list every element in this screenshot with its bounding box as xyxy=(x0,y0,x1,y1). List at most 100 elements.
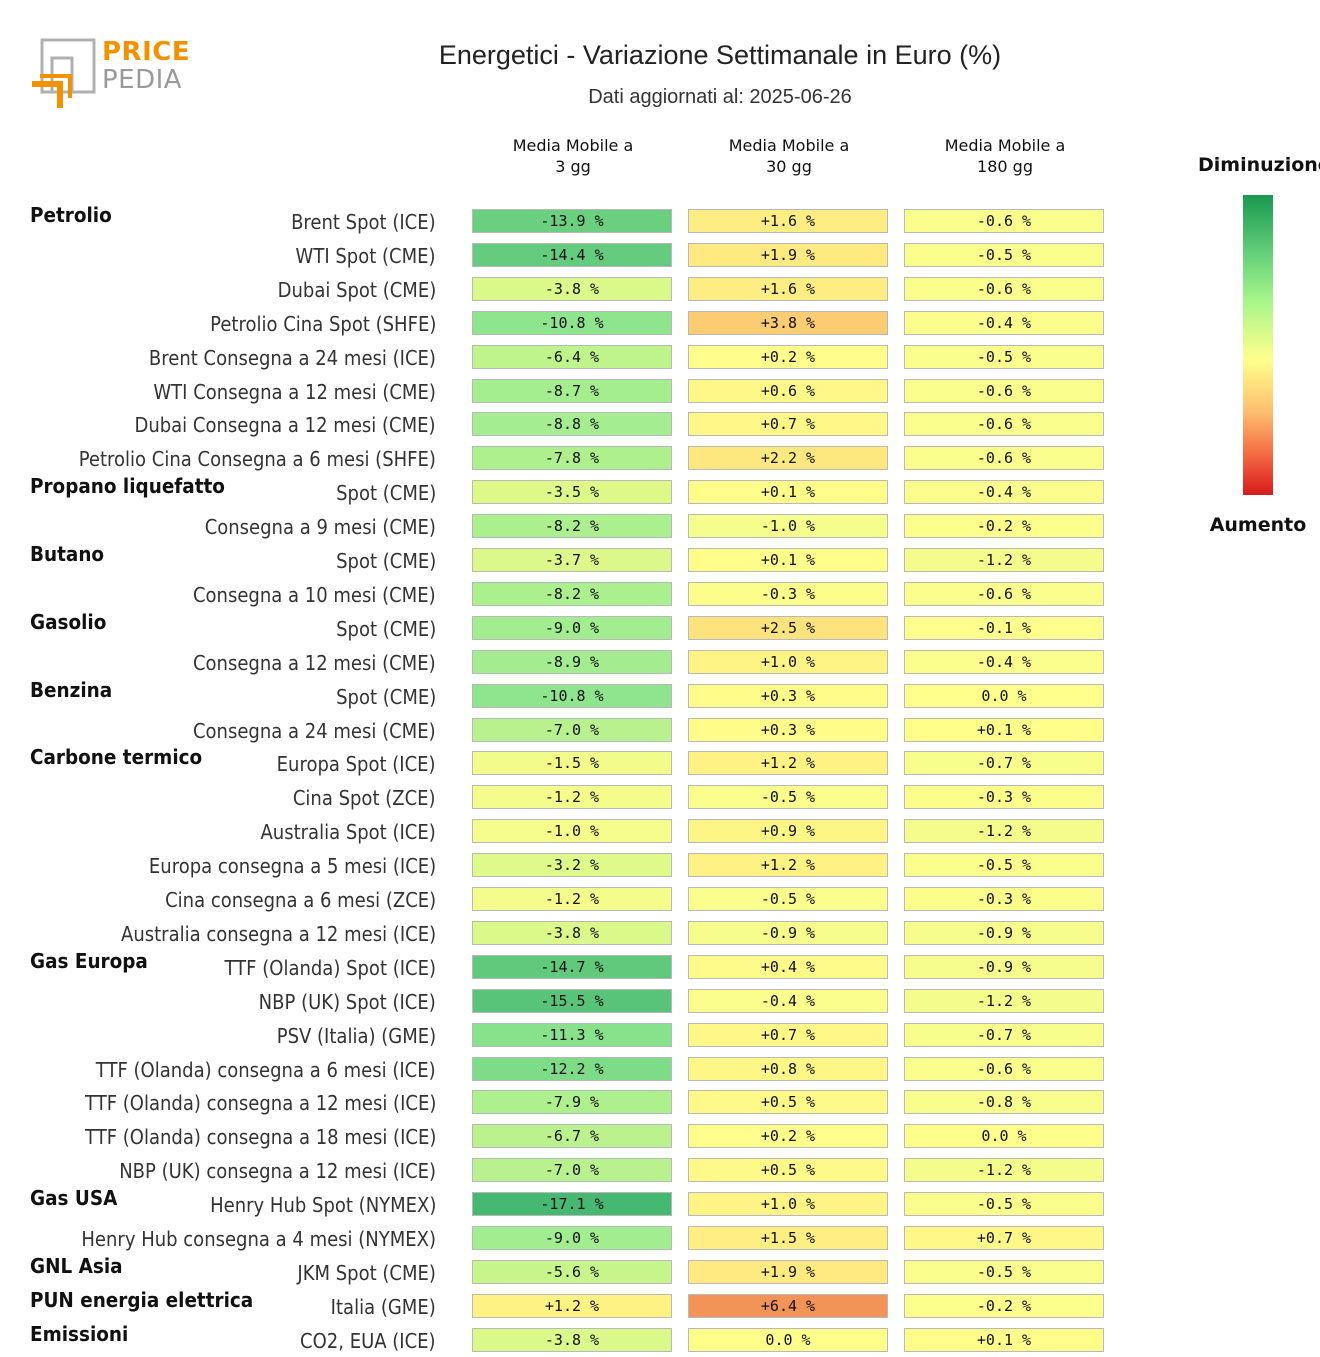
heatmap-cell: -0.4 % xyxy=(904,310,1104,335)
heatmap-cell: -3.8 % xyxy=(472,920,672,945)
heatmap-cell: 0.0 % xyxy=(904,1124,1104,1149)
group-label: Butano xyxy=(30,542,105,566)
group-label: Emissioni xyxy=(30,1321,129,1346)
heatmap-cell: -0.9 % xyxy=(904,954,1104,979)
heatmap-cell: +0.7 % xyxy=(688,412,888,437)
row-label: Cina consegna a 6 mesi (ZCE) xyxy=(164,888,436,912)
heatmap-cell: +1.2 % xyxy=(472,1293,672,1318)
heatmap-cell: +0.1 % xyxy=(904,717,1104,742)
heatmap-cell: -0.6 % xyxy=(904,446,1104,471)
heatmap-cell: -0.6 % xyxy=(904,1056,1104,1081)
row-label: NBP (UK) Spot (ICE) xyxy=(258,989,436,1014)
row-label: Spot (CME) xyxy=(335,684,436,709)
group-label: Petrolio xyxy=(30,203,112,227)
heatmap-cell: +0.1 % xyxy=(904,1327,1104,1352)
heatmap-cell: +1.6 % xyxy=(688,276,888,301)
heatmap-cell: -8.8 % xyxy=(472,412,672,437)
group-label: GNL Asia xyxy=(30,1253,123,1278)
heatmap-cell: +0.8 % xyxy=(688,1056,888,1081)
heatmap-cell: -6.4 % xyxy=(472,344,672,369)
heatmap-cell: -0.7 % xyxy=(904,751,1104,776)
heatmap-cell: -1.2 % xyxy=(904,819,1104,844)
heatmap-cell: -1.0 % xyxy=(688,514,888,539)
heatmap-cell: -10.8 % xyxy=(472,310,672,335)
row-label: Spot (CME) xyxy=(335,616,436,641)
heatmap-cell: -11.3 % xyxy=(472,1022,672,1047)
heatmap-cell: -8.7 % xyxy=(472,378,672,403)
heatmap-cell: -0.2 % xyxy=(904,514,1104,539)
heatmap-cell: +1.0 % xyxy=(688,649,888,674)
heatmap-cell: -7.0 % xyxy=(472,717,672,742)
logo-text-pedia: PEDIA xyxy=(102,65,183,95)
chart-title: Energetici - Variazione Settimanale in E… xyxy=(438,40,1002,70)
heatmap-cell: +0.3 % xyxy=(688,683,888,708)
heatmap-cell: +0.5 % xyxy=(688,1158,888,1183)
row-label: Brent Spot (ICE) xyxy=(291,210,436,234)
logo-mark-icon xyxy=(32,38,96,108)
heatmap-cell: +1.2 % xyxy=(688,853,888,878)
heatmap-cell: -0.3 % xyxy=(904,785,1104,810)
heatmap-cell: -0.5 % xyxy=(688,887,888,911)
column-header-3gg: Media Mobile a 3 gg xyxy=(512,136,634,176)
heatmap-cell: +1.0 % xyxy=(688,1192,888,1217)
heatmap-cell: -9.0 % xyxy=(472,1226,672,1250)
row-label: JKM Spot (CME) xyxy=(297,1260,436,1285)
chart-subtitle: Dati aggiornati al: 2025-06-26 xyxy=(588,86,852,108)
row-label: PSV (Italia) (GME) xyxy=(276,1023,436,1048)
heatmap-cell: -3.7 % xyxy=(472,548,672,572)
heatmap-cell: +3.8 % xyxy=(688,310,888,335)
row-label: Henry Hub Spot (NYMEX) xyxy=(209,1193,436,1218)
row-label: TTF (Olanda) Spot (ICE) xyxy=(224,955,436,980)
row-label: Europa Spot (ICE) xyxy=(277,752,436,777)
heatmap-cell: -1.2 % xyxy=(904,1158,1104,1183)
heatmap-cell: -3.5 % xyxy=(472,480,672,505)
row-label: Consegna a 9 mesi (CME) xyxy=(204,515,436,540)
heatmap-cell: 0.0 % xyxy=(904,683,1104,708)
heatmap-cell: -0.9 % xyxy=(904,920,1104,945)
row-label: Consegna a 12 mesi (CME) xyxy=(193,650,436,675)
group-label: Gas USA xyxy=(30,1186,118,1211)
heatmap-cell: -1.2 % xyxy=(472,785,672,810)
heatmap-cell: -1.0 % xyxy=(472,819,672,844)
column-header-180gg: Media Mobile a 180 gg xyxy=(944,136,1066,176)
heatmap-cell: -14.4 % xyxy=(472,242,672,267)
heatmap-cell: -17.1 % xyxy=(472,1192,672,1217)
row-label: TTF (Olanda) consegna a 18 mesi (ICE) xyxy=(84,1125,436,1150)
heatmap-cell: +1.5 % xyxy=(688,1226,888,1250)
group-label: PUN energia elettrica xyxy=(30,1287,254,1312)
heatmap-cell: -13.9 % xyxy=(472,209,672,233)
row-label: Italia (GME) xyxy=(330,1294,436,1319)
heatmap-cell: +0.6 % xyxy=(688,378,888,403)
pricepedia-logo: PRICE PEDIA xyxy=(30,38,190,110)
heatmap-cell: -14.7 % xyxy=(472,954,672,979)
heatmap-cell: -0.6 % xyxy=(904,276,1104,301)
heatmap-cell: -9.0 % xyxy=(472,615,672,640)
heatmap-cell: -6.7 % xyxy=(472,1124,672,1149)
heatmap-cell: +1.9 % xyxy=(688,242,888,267)
row-label: CO2, EUA (ICE) xyxy=(300,1328,436,1353)
heatmap-cell: 0.0 % xyxy=(688,1327,888,1352)
heatmap-cell: -0.1 % xyxy=(904,615,1104,640)
heatmap-cell: +1.9 % xyxy=(688,1259,888,1284)
row-label: Dubai Spot (CME) xyxy=(277,277,436,302)
heatmap-cell: -1.2 % xyxy=(472,887,672,911)
row-label: Consegna a 24 mesi (CME) xyxy=(193,718,436,743)
heatmap-cell: -0.7 % xyxy=(904,1022,1104,1047)
legend-label-increase: Aumento xyxy=(1209,514,1307,536)
heatmap-cell: +0.7 % xyxy=(904,1226,1104,1250)
row-label: Cina Spot (ZCE) xyxy=(293,786,436,811)
heatmap-cell: -1.2 % xyxy=(904,988,1104,1013)
heatmap-cell: +1.2 % xyxy=(688,751,888,776)
group-label: Gasolio xyxy=(30,609,107,634)
heatmap-cell: -0.3 % xyxy=(688,581,888,606)
group-label: Benzina xyxy=(30,677,113,702)
group-label: Propano liquefatto xyxy=(30,474,225,499)
heatmap-cell: +0.2 % xyxy=(688,1124,888,1149)
row-label: Petrolio Cina Spot (SHFE) xyxy=(209,311,436,336)
heatmap-cell: -12.2 % xyxy=(472,1056,672,1081)
heatmap-cell: -1.2 % xyxy=(904,548,1104,572)
heatmap-cell: -0.4 % xyxy=(688,988,888,1013)
heatmap-cell: -0.6 % xyxy=(904,209,1104,233)
heatmap-cell: -1.5 % xyxy=(472,751,672,776)
group-label: Carbone termico xyxy=(30,745,203,770)
